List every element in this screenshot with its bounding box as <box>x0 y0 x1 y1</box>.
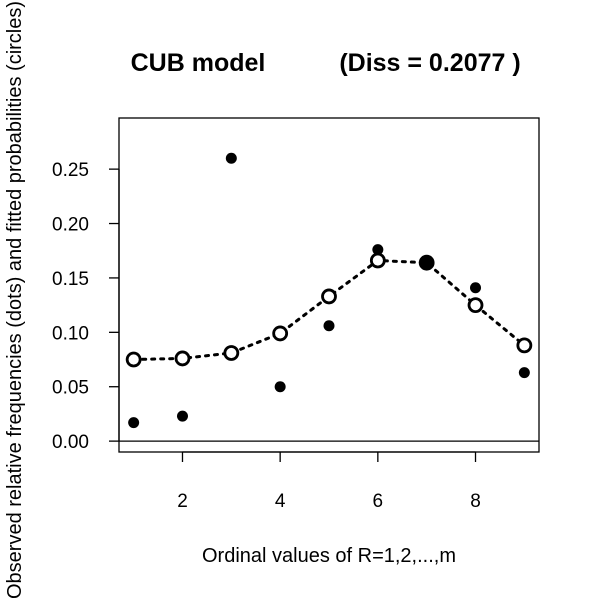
fitted-probability-markers <box>125 252 533 368</box>
y-tick-label: 0.00 <box>52 432 89 453</box>
fitted-probability-point <box>321 288 337 305</box>
chart-subtitle: (Diss = 0.2077 ) <box>339 49 520 77</box>
fitted-probability-point <box>272 325 289 342</box>
y-axis-label: Observed relative frequencies (dots) and… <box>4 1 26 599</box>
fitted-probability-point <box>516 337 533 354</box>
fitted-probability-point <box>467 297 484 314</box>
y-tick-label: 0.25 <box>52 160 89 181</box>
y-axis: 0.00 0.05 0.10 0.15 0.20 0.25 <box>52 160 120 453</box>
fitted-probability-point <box>125 351 142 368</box>
observed-frequency-point <box>372 244 384 256</box>
observed-frequency-point <box>470 282 482 294</box>
x-tick-label: 4 <box>275 491 286 512</box>
y-tick-label: 0.20 <box>52 215 89 236</box>
fitted-probability-line-group <box>132 258 526 361</box>
observed-frequency-markers <box>128 152 530 429</box>
chart-title: CUB model <box>131 49 266 77</box>
observed-frequency-point <box>128 417 140 429</box>
observed-frequency-point <box>225 152 237 164</box>
x-tick-label: 2 <box>177 491 188 512</box>
fitted-probability-point <box>369 252 386 269</box>
observed-frequency-point <box>421 257 433 269</box>
x-axis-label: Ordinal values of R=1,2,...,m <box>202 545 456 567</box>
observed-frequency-point <box>274 381 286 393</box>
x-axis: 2 4 6 8 <box>177 451 481 512</box>
y-tick-label: 0.10 <box>52 323 89 344</box>
x-tick-label: 8 <box>470 491 481 512</box>
y-tick-label: 0.15 <box>52 269 89 290</box>
observed-frequency-point <box>176 410 188 422</box>
fitted-probability-point <box>223 345 240 361</box>
x-tick-label: 6 <box>373 491 384 512</box>
observed-frequency-point <box>518 367 530 379</box>
fitted-probability-line <box>132 258 526 361</box>
y-tick-label: 0.05 <box>52 378 89 399</box>
observed-frequency-point <box>323 320 335 332</box>
fitted-probability-point <box>174 350 191 367</box>
